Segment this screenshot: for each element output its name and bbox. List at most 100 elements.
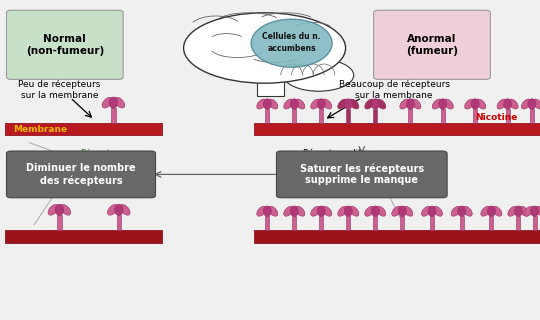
Ellipse shape	[464, 99, 474, 109]
Ellipse shape	[345, 206, 352, 217]
Text: Peu de récepteurs
sur la membrane: Peu de récepteurs sur la membrane	[18, 80, 100, 100]
Ellipse shape	[433, 206, 443, 216]
Ellipse shape	[458, 206, 465, 217]
Bar	[111, 108, 116, 123]
Bar	[473, 109, 477, 123]
Bar	[265, 109, 269, 123]
Ellipse shape	[376, 99, 386, 109]
Ellipse shape	[322, 206, 332, 216]
FancyBboxPatch shape	[374, 10, 490, 79]
Bar	[532, 216, 537, 230]
Ellipse shape	[536, 206, 540, 216]
Text: Nicotine: Nicotine	[475, 113, 517, 122]
Ellipse shape	[411, 99, 421, 109]
Ellipse shape	[451, 206, 461, 216]
Bar	[254, 230, 540, 243]
Bar	[408, 109, 413, 123]
Bar	[117, 215, 121, 230]
Ellipse shape	[310, 206, 320, 216]
Ellipse shape	[471, 99, 479, 109]
Ellipse shape	[310, 99, 320, 109]
Ellipse shape	[509, 99, 518, 109]
Ellipse shape	[508, 206, 517, 216]
Ellipse shape	[407, 99, 414, 109]
Text: Anormal
(fumeur): Anormal (fumeur)	[406, 34, 458, 56]
Bar	[489, 216, 494, 230]
Text: Membrane: Membrane	[14, 125, 68, 134]
Ellipse shape	[48, 204, 58, 215]
Ellipse shape	[184, 13, 346, 83]
Bar	[5, 123, 162, 135]
Ellipse shape	[376, 206, 386, 216]
Text: Récepteurs libres —> manque: Récepteurs libres —> manque	[303, 148, 431, 158]
Ellipse shape	[318, 99, 325, 109]
Bar	[516, 216, 521, 230]
Bar	[441, 109, 445, 123]
Ellipse shape	[349, 99, 359, 109]
Ellipse shape	[102, 97, 112, 108]
Ellipse shape	[364, 206, 374, 216]
Ellipse shape	[291, 206, 298, 217]
Text: Saturer les récepteurs
supprime le manque: Saturer les récepteurs supprime le manqu…	[300, 163, 424, 186]
Ellipse shape	[318, 206, 325, 217]
Ellipse shape	[492, 206, 502, 216]
Bar	[319, 109, 323, 123]
Ellipse shape	[291, 99, 298, 109]
Text: accumbens: accumbens	[267, 44, 316, 52]
Ellipse shape	[268, 99, 278, 109]
Ellipse shape	[531, 206, 538, 217]
Ellipse shape	[400, 99, 409, 109]
Bar	[400, 216, 404, 230]
Ellipse shape	[364, 99, 374, 109]
Circle shape	[251, 19, 332, 67]
Ellipse shape	[55, 204, 64, 215]
Text: Récepteur
nicotinique: Récepteur nicotinique	[79, 148, 126, 168]
Ellipse shape	[60, 204, 71, 215]
Bar	[430, 216, 434, 230]
FancyBboxPatch shape	[6, 10, 123, 79]
Ellipse shape	[392, 206, 401, 216]
Ellipse shape	[349, 206, 359, 216]
Text: Beaucoup de récepteurs
sur la membrane: Beaucoup de récepteurs sur la membrane	[339, 80, 450, 100]
Ellipse shape	[284, 206, 293, 216]
Ellipse shape	[432, 99, 442, 109]
FancyBboxPatch shape	[276, 151, 447, 198]
Ellipse shape	[504, 99, 511, 109]
Ellipse shape	[515, 206, 522, 217]
Ellipse shape	[497, 99, 507, 109]
Bar	[530, 109, 534, 123]
Bar	[254, 123, 540, 135]
Ellipse shape	[372, 206, 379, 217]
Bar	[505, 109, 510, 123]
Bar	[265, 216, 269, 230]
Ellipse shape	[322, 99, 332, 109]
Ellipse shape	[524, 206, 534, 216]
Ellipse shape	[481, 206, 490, 216]
Ellipse shape	[463, 206, 472, 216]
Ellipse shape	[421, 206, 431, 216]
Ellipse shape	[528, 99, 536, 109]
Ellipse shape	[264, 206, 271, 217]
Ellipse shape	[521, 99, 531, 109]
Ellipse shape	[107, 204, 118, 215]
Ellipse shape	[114, 97, 125, 108]
Bar	[256, 67, 284, 96]
Ellipse shape	[295, 99, 305, 109]
Bar	[346, 216, 350, 230]
Ellipse shape	[403, 206, 413, 216]
Ellipse shape	[284, 59, 354, 91]
Bar	[346, 109, 350, 123]
Ellipse shape	[345, 99, 352, 109]
Ellipse shape	[488, 206, 495, 217]
Bar	[292, 216, 296, 230]
Ellipse shape	[372, 99, 379, 109]
FancyBboxPatch shape	[6, 151, 156, 198]
Ellipse shape	[519, 206, 529, 216]
Ellipse shape	[120, 204, 130, 215]
Text: Normal
(non-fumeur): Normal (non-fumeur)	[26, 34, 104, 56]
Ellipse shape	[444, 99, 454, 109]
Ellipse shape	[284, 99, 293, 109]
Bar	[5, 230, 162, 243]
Bar	[57, 215, 62, 230]
Bar	[373, 109, 377, 123]
